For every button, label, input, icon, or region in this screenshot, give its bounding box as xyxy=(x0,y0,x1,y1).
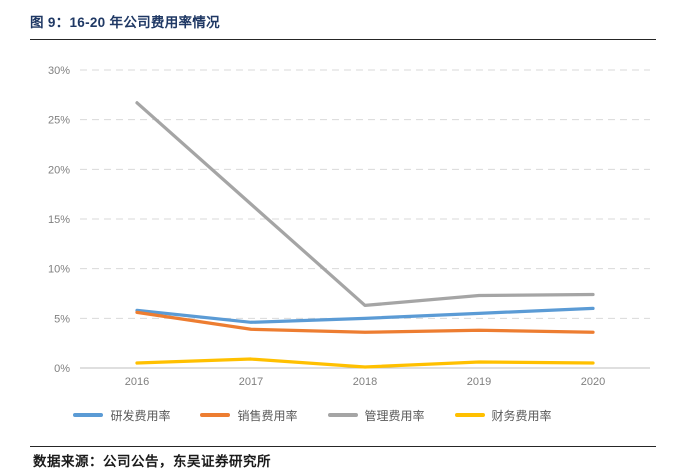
legend-item: 研发费用率 xyxy=(73,407,170,424)
legend-label: 财务费用率 xyxy=(491,408,552,423)
y-axis-tick-label: 5% xyxy=(54,313,70,325)
title-divider-line xyxy=(30,39,656,40)
x-axis-tick-label: 2017 xyxy=(239,376,263,388)
y-axis-tick-label: 20% xyxy=(48,164,70,176)
legend-label: 管理费用率 xyxy=(364,408,425,423)
y-axis-tick-label: 15% xyxy=(48,214,70,226)
data-source-note: 数据来源：公司公告，东吴证券研究所 xyxy=(33,454,271,469)
x-axis-tick-label: 2016 xyxy=(125,376,149,388)
x-axis-tick-label: 2018 xyxy=(353,376,377,388)
series-line-管理费用率 xyxy=(135,101,595,308)
footer-divider-line xyxy=(30,446,656,447)
series-line-财务费用率 xyxy=(135,357,595,369)
legend-line-swatch xyxy=(327,413,358,417)
series-line-研发费用率 xyxy=(135,306,595,324)
legend-item: 销售费用率 xyxy=(200,407,298,424)
legend-line-swatch xyxy=(454,413,485,417)
x-axis-tick-label: 2019 xyxy=(467,376,491,388)
legend-item: 管理费用率 xyxy=(327,407,425,424)
legend-label: 销售费用率 xyxy=(237,408,298,423)
y-axis-tick-label: 10% xyxy=(48,264,70,276)
figure-title: 图 9：16-20 年公司费用率情况 xyxy=(30,15,220,30)
y-axis-tick-label: 0% xyxy=(54,363,70,375)
y-axis-tick-label: 25% xyxy=(48,115,70,127)
y-axis-tick-label: 30% xyxy=(48,65,70,77)
x-axis-tick-label: 2020 xyxy=(581,376,605,388)
legend-item: 财务费用率 xyxy=(454,407,552,424)
legend-line-swatch xyxy=(73,413,104,417)
series-line-销售费用率 xyxy=(135,310,595,334)
legend-label: 研发费用率 xyxy=(110,408,171,423)
legend-line-swatch xyxy=(200,413,231,417)
chart-legend: 研发费用率 销售费用率 管理费用率 财务费用率 xyxy=(30,406,595,424)
